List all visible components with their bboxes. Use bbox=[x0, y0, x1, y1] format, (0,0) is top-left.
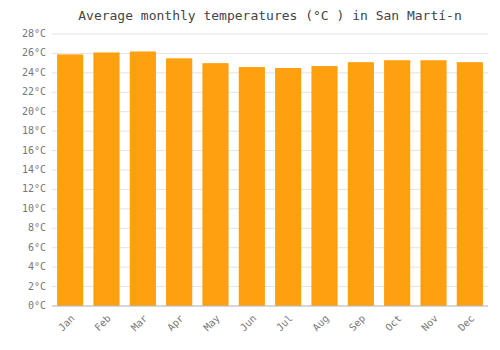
x-tick-label: Jan bbox=[56, 313, 77, 334]
grid bbox=[52, 34, 488, 306]
y-tick-label: 18°C bbox=[22, 125, 46, 136]
x-tick-label: May bbox=[201, 313, 222, 334]
y-tick-label: 8°C bbox=[28, 222, 46, 233]
y-tick-label: 10°C bbox=[22, 203, 46, 214]
chart: 0°C 2°C 4°C 6°C 8°C 10°C 12°C 14°C 16°C 18°C 20°C 2… bbox=[0, 0, 500, 350]
x-tick-label: Feb bbox=[92, 313, 113, 334]
y-tick-label: 12°C bbox=[22, 183, 46, 194]
bar bbox=[457, 62, 483, 306]
bar bbox=[348, 62, 374, 306]
y-tick-label: 26°C bbox=[22, 47, 46, 58]
y-tick-label: 2°C bbox=[28, 281, 46, 292]
y-tick-label: 0°C bbox=[28, 300, 46, 311]
y-tick-label: 16°C bbox=[22, 145, 46, 156]
y-tick-label: 22°C bbox=[22, 86, 46, 97]
y-tick-label: 28°C bbox=[22, 28, 46, 39]
grid-line bbox=[52, 34, 488, 35]
bar bbox=[311, 66, 337, 306]
x-tick-label: Oct bbox=[383, 313, 404, 334]
x-tick-label: Sep bbox=[347, 313, 368, 334]
y-tick-label: 14°C bbox=[22, 164, 46, 175]
x-tick-label: Nov bbox=[419, 313, 440, 334]
bar bbox=[420, 60, 446, 306]
x-axis-line bbox=[52, 306, 488, 307]
x-tick-label: Mar bbox=[129, 313, 150, 334]
x-tick-label: Jul bbox=[274, 313, 295, 334]
bar bbox=[93, 52, 119, 306]
bars bbox=[57, 51, 483, 306]
y-tick-label: 6°C bbox=[28, 242, 46, 253]
grid-line bbox=[52, 306, 488, 307]
bar bbox=[275, 68, 301, 306]
x-tick-label: Aug bbox=[310, 313, 331, 334]
y-tick-label: 24°C bbox=[22, 67, 46, 78]
bar bbox=[202, 63, 228, 306]
title: Average monthly temperatures (°C ) in Sa… bbox=[78, 8, 462, 23]
bar bbox=[130, 51, 156, 306]
x-tick-label: Dec bbox=[456, 313, 477, 334]
y-tick-label: 20°C bbox=[22, 106, 46, 117]
bar bbox=[239, 67, 265, 306]
y-tick-label: 4°C bbox=[28, 261, 46, 272]
x-tick-label: Apr bbox=[165, 313, 186, 334]
bar bbox=[57, 54, 83, 306]
bar bbox=[166, 58, 192, 306]
x-tick-label: Jun bbox=[238, 313, 259, 334]
bar bbox=[384, 60, 410, 306]
